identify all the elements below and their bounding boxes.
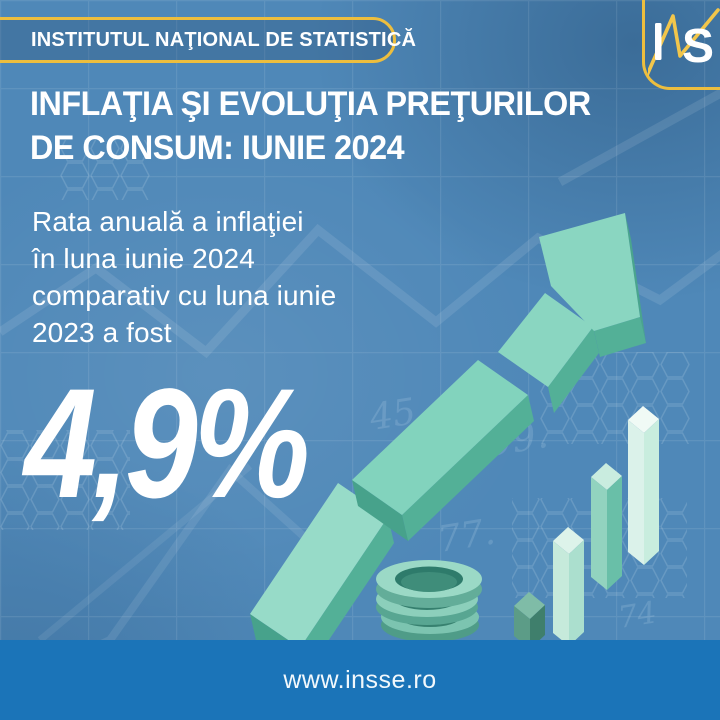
bar-chart-graphic xyxy=(514,406,659,649)
growth-arrow-graphic xyxy=(250,213,646,674)
bg-number: 77. xyxy=(435,511,498,560)
bar-2 xyxy=(553,527,584,646)
ins-logo: S xyxy=(648,8,720,78)
bar-3 xyxy=(591,463,622,590)
lead-line: Rata anuală a inflaţiei xyxy=(32,206,304,237)
bar-4 xyxy=(628,406,659,565)
title-line-1: INFLAŢIA ŞI EVOLUŢIA PREŢURILOR xyxy=(30,85,591,123)
title-line-2: DE CONSUM: IUNIE 2024 xyxy=(30,129,405,167)
institution-badge: INSTITUTUL NAŢIONAL DE STATISTICĂ xyxy=(0,17,416,63)
footer-bar: www.insse.ro xyxy=(0,640,720,720)
lead-line: 2023 a fost xyxy=(32,317,172,348)
lead-line: în luna iunie 2024 xyxy=(32,243,255,274)
ins-logo-frame xyxy=(642,0,720,90)
page-title: INFLAŢIA ŞI EVOLUŢIA PREŢURILOR DE CONSU… xyxy=(30,82,619,170)
footer-url[interactable]: www.insse.ro xyxy=(283,665,437,694)
institution-badge-label: INSTITUTUL NAŢIONAL DE STATISTICĂ xyxy=(31,28,417,51)
bar-cube xyxy=(514,592,545,649)
lead-text: Rata anuală a inflaţiei în luna iunie 20… xyxy=(32,203,392,351)
bg-number: 74 xyxy=(616,595,659,636)
lead-line: comparativ cu luna iunie xyxy=(32,280,337,311)
logo-letter-i-bar xyxy=(655,23,662,60)
inflation-rate-value: 4,9% xyxy=(24,357,310,531)
logo-letter-s: S xyxy=(682,20,714,73)
coin-stack-icon xyxy=(376,560,482,642)
